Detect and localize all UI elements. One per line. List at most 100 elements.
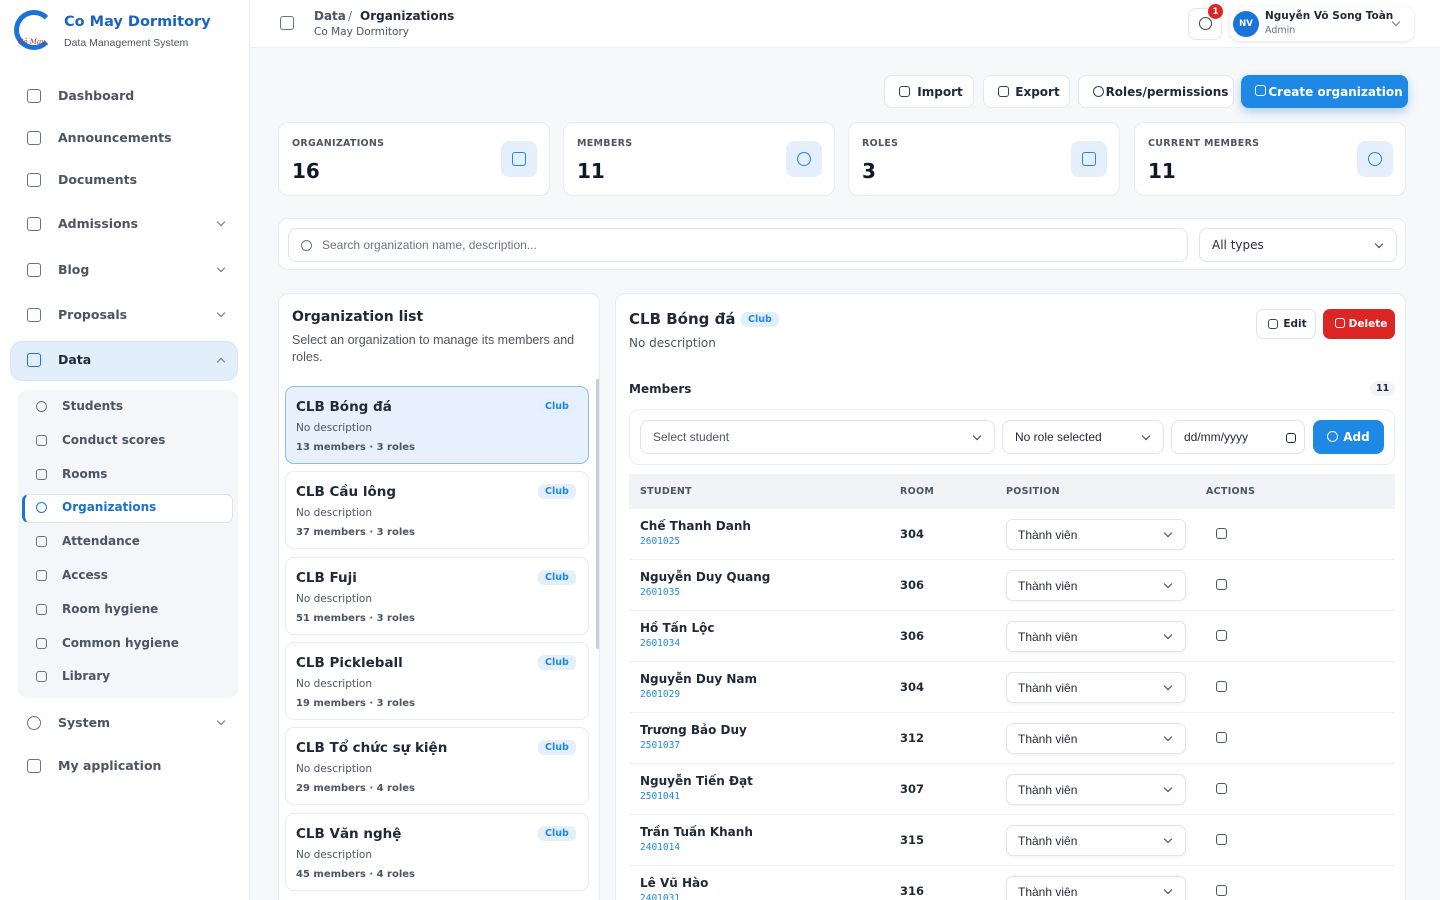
position-select[interactable]: Thành viên bbox=[1006, 621, 1186, 652]
icon bbox=[1093, 86, 1104, 97]
submenu-item[interactable]: Common hygiene bbox=[62, 635, 179, 650]
chevron bbox=[1391, 17, 1401, 27]
submenu-item[interactable]: Access bbox=[62, 568, 108, 582]
org-item[interactable]: CLB Fuji Club No description 51 members · 3… bbox=[285, 556, 589, 635]
nav-item[interactable]: Data bbox=[58, 352, 92, 367]
submenu-item[interactable]: Organizations bbox=[62, 500, 157, 515]
submenu-item[interactable]: Rooms bbox=[62, 466, 108, 481]
toolbar-button[interactable]: Import bbox=[884, 75, 974, 108]
delete-row-button[interactable] bbox=[1216, 681, 1227, 692]
student-name: Chế Thanh Danh bbox=[640, 519, 751, 533]
icon bbox=[1368, 152, 1382, 166]
toolbar-button[interactable]: Roles/permissions bbox=[1078, 75, 1234, 108]
detail-card: CLB Bóng đá Club No description Edit Delete M… bbox=[615, 293, 1406, 900]
org-description: No description bbox=[296, 422, 372, 434]
submenu-item[interactable]: Room hygiene bbox=[62, 601, 159, 616]
nav-item[interactable]: Announcements bbox=[58, 130, 172, 145]
type-select[interactable]: All types bbox=[1199, 228, 1397, 262]
org-tag: Club bbox=[538, 825, 576, 841]
nav-item[interactable]: My application bbox=[58, 758, 162, 773]
org-list-description: Select an organization to manage its mem… bbox=[292, 333, 575, 364]
submenu-item[interactable]: Conduct scores bbox=[62, 432, 166, 447]
delete-row-button[interactable] bbox=[1216, 834, 1227, 845]
org-list-title: Organization list bbox=[292, 309, 424, 325]
position-value: Thành viên bbox=[1018, 630, 1078, 644]
logo-text: Cô May bbox=[18, 38, 46, 46]
nav-item[interactable]: Dashboard bbox=[58, 88, 135, 103]
icon bbox=[27, 217, 41, 231]
student-id: 2501037 bbox=[640, 740, 681, 751]
delete-row-button[interactable] bbox=[1216, 783, 1227, 794]
org-item[interactable]: CLB Văn nghệ Club No description 45 members… bbox=[285, 812, 589, 891]
chevron bbox=[216, 217, 226, 227]
chevron bbox=[1374, 239, 1384, 249]
submenu-item[interactable]: Library bbox=[62, 669, 111, 684]
submenu-item[interactable]: Attendance bbox=[62, 534, 140, 549]
room: 316 bbox=[900, 884, 925, 898]
org-item[interactable]: CLB Tổ chức sự kiện Club No description 29 … bbox=[285, 727, 589, 806]
add-button[interactable]: Add bbox=[1313, 420, 1384, 454]
stat-icon bbox=[1071, 141, 1107, 177]
org-meta: 51 members · 3 roles bbox=[296, 612, 416, 624]
select[interactable]: No role selected bbox=[1002, 420, 1164, 454]
nav-item[interactable]: Blog bbox=[58, 262, 90, 277]
submenu-item[interactable]: Students bbox=[62, 399, 124, 413]
column-header: ROOM bbox=[900, 486, 935, 497]
nav-item[interactable]: Documents bbox=[58, 172, 138, 187]
icon bbox=[27, 173, 41, 187]
delete-button[interactable]: Delete bbox=[1323, 309, 1395, 339]
user-menu[interactable]: NV Nguyễn Võ Song Toàn Admin bbox=[1230, 7, 1414, 41]
position-select[interactable]: Thành viên bbox=[1006, 723, 1186, 754]
toolbar-button[interactable]: Create organization bbox=[1241, 75, 1408, 108]
select-value: No role selected bbox=[1015, 430, 1102, 444]
position-select[interactable]: Thành viên bbox=[1006, 876, 1186, 900]
table-row: Trần Tuấn Khanh 2401014 315 Thành viên bbox=[629, 815, 1395, 866]
table-row: Nguyễn Duy Quang 2601035 306 Thành viên bbox=[629, 560, 1395, 611]
members-count: 11 bbox=[1370, 381, 1396, 396]
chevron bbox=[1163, 732, 1173, 742]
org-list-card: Organization list Select an organization … bbox=[278, 293, 600, 900]
breadcrumb-item[interactable]: Data bbox=[314, 9, 346, 23]
button-label: Create organization bbox=[1268, 84, 1403, 99]
org-item[interactable]: CLB Pickleball Club No description 19 membe… bbox=[285, 641, 589, 720]
org-item[interactable]: CLB Bóng đá Club No description 13 members … bbox=[285, 386, 589, 464]
select[interactable]: Select student bbox=[640, 420, 995, 454]
icon bbox=[1199, 17, 1212, 30]
edit-button[interactable]: Edit bbox=[1256, 309, 1316, 339]
position-select[interactable]: Thành viên bbox=[1006, 570, 1186, 601]
position-select[interactable]: Thành viên bbox=[1006, 672, 1186, 703]
icon bbox=[27, 131, 41, 145]
position-select[interactable]: Thành viên bbox=[1006, 825, 1186, 856]
position-value: Thành viên bbox=[1018, 783, 1078, 797]
position-select[interactable]: Thành viên bbox=[1006, 519, 1186, 550]
table-row: Hồ Tấn Lộc 2601034 306 Thành viên bbox=[629, 611, 1395, 662]
nav-item[interactable]: Admissions bbox=[58, 216, 139, 231]
position-select[interactable]: Thành viên bbox=[1006, 774, 1186, 805]
org-item[interactable]: CLB Cầu lông Club No description 37 members… bbox=[285, 471, 589, 550]
org-meta: 45 members · 4 roles bbox=[296, 868, 416, 880]
toolbar-button[interactable]: Export bbox=[983, 75, 1070, 108]
delete-row-button[interactable] bbox=[1216, 885, 1227, 896]
position-value: Thành viên bbox=[1018, 681, 1078, 695]
nav-item[interactable]: System bbox=[58, 715, 111, 730]
logo bbox=[14, 10, 54, 50]
org-meta: 13 members · 3 roles bbox=[296, 442, 416, 453]
org-name: CLB Tổ chức sự kiện bbox=[296, 740, 448, 757]
delete-row-button[interactable] bbox=[1216, 732, 1227, 743]
delete-row-button[interactable] bbox=[1216, 630, 1227, 641]
user-role: Admin bbox=[1265, 25, 1296, 36]
chevron bbox=[1163, 783, 1173, 793]
column-header: POSITION bbox=[1006, 486, 1060, 497]
delete-row-button[interactable] bbox=[1216, 579, 1227, 590]
icon bbox=[899, 86, 910, 97]
delete-row-button[interactable] bbox=[1216, 528, 1227, 539]
nav-item[interactable]: Proposals bbox=[58, 307, 128, 322]
date-input[interactable]: dd/mm/yyyy bbox=[1171, 420, 1305, 454]
search-input[interactable]: Search organization name, description... bbox=[288, 228, 1188, 262]
student-name: Nguyễn Tiến Đạt bbox=[640, 774, 753, 788]
stat-icon bbox=[501, 141, 537, 177]
icon bbox=[512, 152, 526, 166]
student-name: Trần Tuấn Khanh bbox=[640, 825, 753, 839]
room: 307 bbox=[900, 782, 925, 796]
